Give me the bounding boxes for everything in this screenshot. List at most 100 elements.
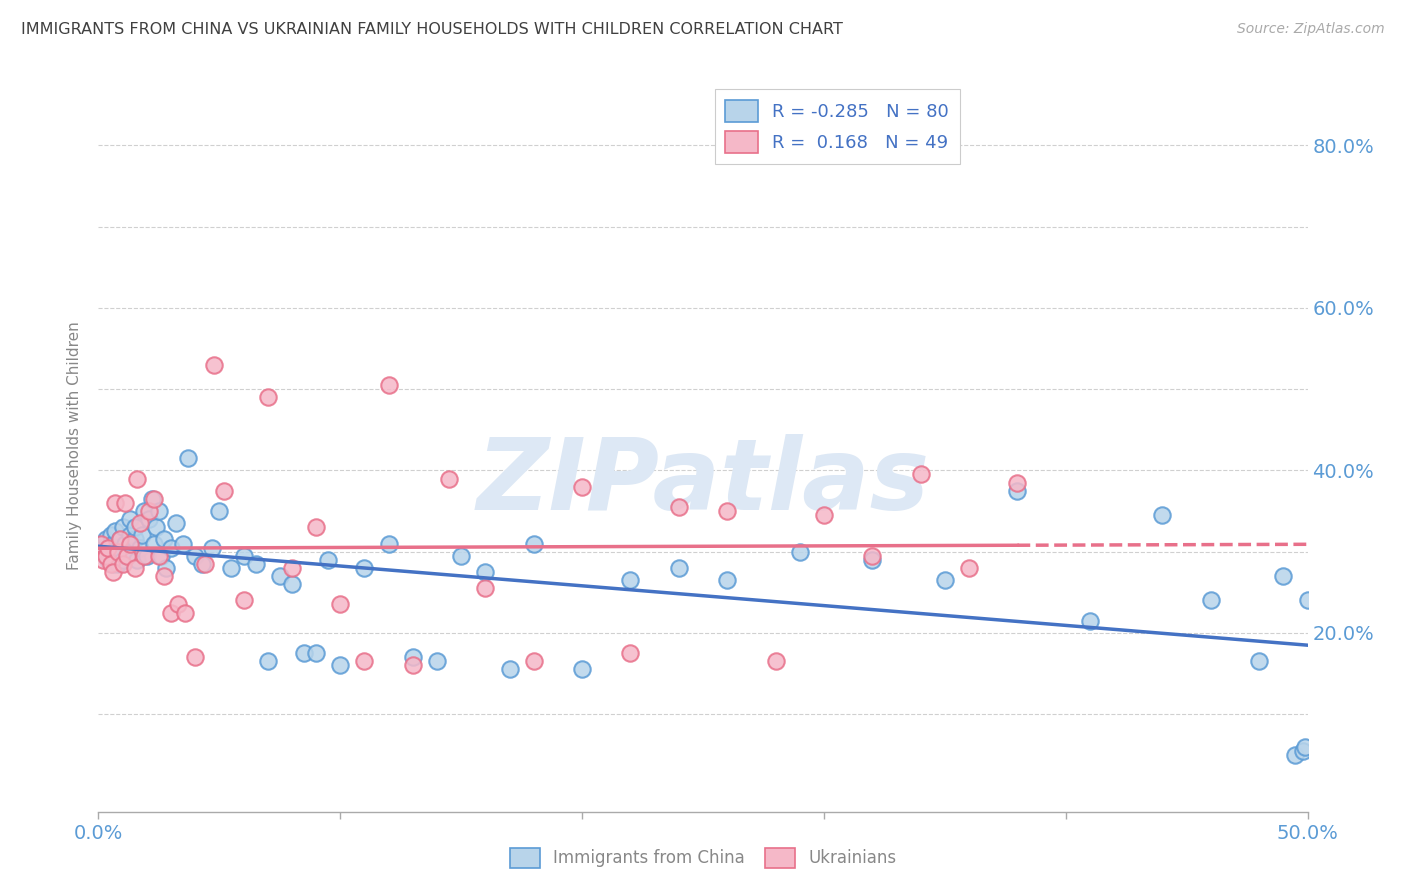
Point [1284, 747, 1306, 762]
Point [353, 654, 375, 668]
Point [94, 549, 117, 563]
Point [402, 658, 425, 673]
Text: Source: ZipAtlas.com: Source: ZipAtlas.com [1237, 22, 1385, 37]
Point [184, 650, 207, 665]
Point [107, 541, 129, 555]
Point [111, 557, 134, 571]
Point [619, 646, 641, 660]
Point [269, 569, 291, 583]
Point [148, 504, 170, 518]
Point [1272, 569, 1295, 583]
Point [450, 549, 472, 563]
Point [135, 549, 157, 563]
Point [100, 528, 122, 542]
Point [172, 536, 194, 550]
Point [221, 561, 243, 575]
Point [281, 577, 304, 591]
Point [134, 504, 156, 518]
Point [104, 524, 127, 539]
Point [143, 536, 166, 550]
Point [191, 557, 214, 571]
Point [104, 544, 127, 558]
Point [716, 504, 738, 518]
Point [114, 496, 136, 510]
Point [208, 504, 231, 518]
Point [668, 500, 690, 514]
Point [138, 512, 160, 526]
Text: ZIPatlas: ZIPatlas [477, 434, 929, 531]
Point [118, 536, 141, 550]
Y-axis label: Family Households with Children: Family Households with Children [67, 322, 83, 570]
Point [1152, 508, 1174, 522]
Point [204, 358, 226, 372]
Point [90, 536, 112, 550]
Legend: R = -0.285   N = 80, R =  0.168   N = 49: R = -0.285 N = 80, R = 0.168 N = 49 [714, 89, 960, 164]
Point [860, 549, 883, 563]
Point [104, 496, 127, 510]
Point [194, 557, 217, 571]
Point [789, 544, 811, 558]
Point [402, 650, 425, 665]
Point [1249, 654, 1271, 668]
Point [813, 508, 835, 522]
Legend: Immigrants from China, Ukrainians: Immigrants from China, Ukrainians [503, 841, 903, 875]
Point [121, 544, 143, 558]
Point [245, 557, 267, 571]
Point [101, 565, 124, 579]
Point [329, 598, 352, 612]
Point [1292, 744, 1315, 758]
Point [232, 593, 254, 607]
Point [148, 549, 170, 563]
Point [212, 483, 235, 498]
Point [101, 557, 124, 571]
Point [107, 544, 129, 558]
Point [1007, 483, 1029, 498]
Point [256, 390, 278, 404]
Point [426, 654, 449, 668]
Point [152, 569, 174, 583]
Point [128, 541, 150, 555]
Point [94, 533, 117, 547]
Point [118, 528, 141, 542]
Point [97, 553, 120, 567]
Point [305, 646, 328, 660]
Point [100, 557, 122, 571]
Point [281, 561, 304, 575]
Point [934, 573, 956, 587]
Point [474, 581, 496, 595]
Point [155, 561, 177, 575]
Point [571, 480, 593, 494]
Point [353, 561, 375, 575]
Point [316, 553, 339, 567]
Point [474, 565, 496, 579]
Point [111, 520, 134, 534]
Point [1078, 614, 1101, 628]
Point [127, 471, 149, 485]
Point [160, 541, 183, 555]
Point [765, 654, 787, 668]
Point [117, 549, 139, 563]
Point [107, 557, 129, 571]
Point [1294, 739, 1316, 754]
Point [124, 561, 146, 575]
Point [127, 553, 149, 567]
Point [377, 378, 399, 392]
Point [305, 520, 328, 534]
Point [97, 541, 120, 555]
Point [94, 549, 117, 563]
Point [124, 533, 146, 547]
Point [131, 528, 153, 542]
Point [256, 654, 278, 668]
Point [571, 663, 593, 677]
Point [111, 553, 134, 567]
Text: IMMIGRANTS FROM CHINA VS UKRAINIAN FAMILY HOUSEHOLDS WITH CHILDREN CORRELATION C: IMMIGRANTS FROM CHINA VS UKRAINIAN FAMIL… [21, 22, 844, 37]
Point [100, 549, 122, 563]
Point [1199, 593, 1222, 607]
Point [128, 516, 150, 531]
Point [117, 549, 139, 563]
Point [114, 536, 136, 550]
Point [167, 598, 190, 612]
Point [91, 553, 114, 567]
Point [1296, 593, 1319, 607]
Point [91, 544, 114, 558]
